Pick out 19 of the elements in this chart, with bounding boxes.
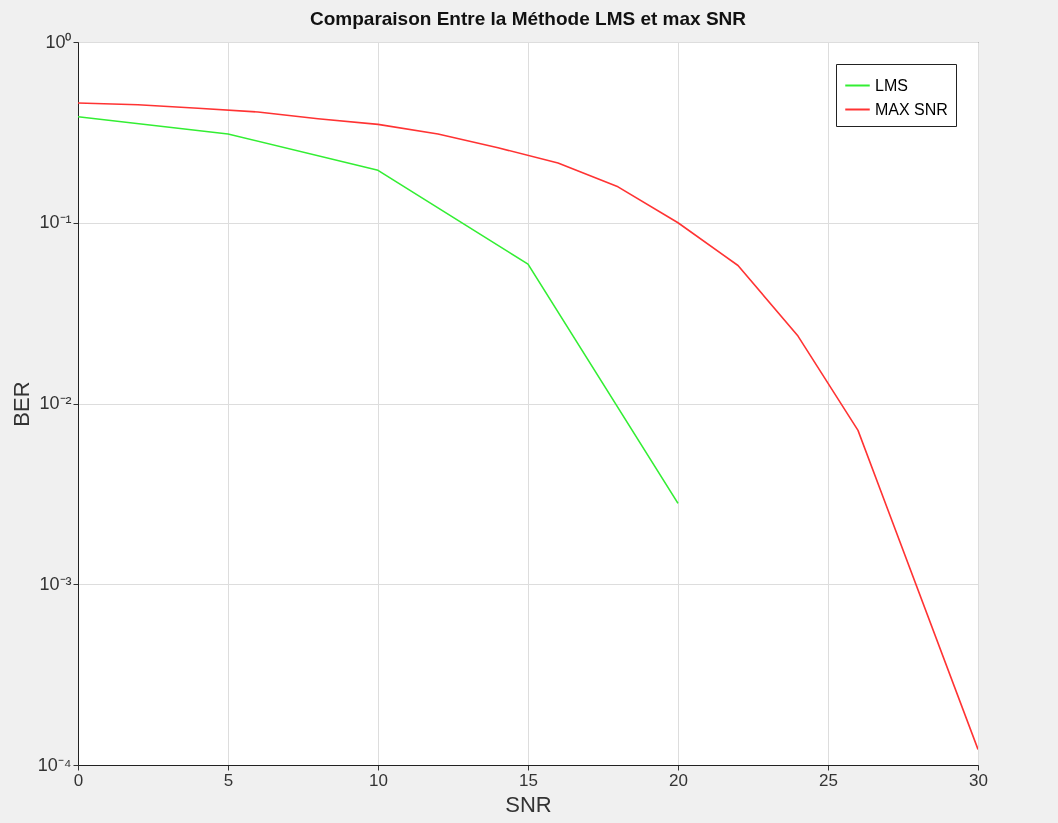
y-tick-label: 10⁻⁴ [37, 754, 72, 775]
y-tick-label: 10⁰ [45, 31, 72, 52]
chart-title: Comparaison Entre la Méthode LMS et max SNR [309, 8, 747, 29]
y-tick-label: 10⁻¹ [39, 212, 72, 233]
y-tick-label: 10⁻² [39, 393, 72, 413]
legend-label: MAX SNR [875, 100, 948, 118]
x-tick-label: 20 [669, 770, 688, 790]
x-tick-label: 5 [223, 770, 234, 790]
x-tick-label: 30 [969, 770, 988, 790]
legend-label: LMS [875, 76, 908, 94]
x-tick-label: 10 [369, 770, 388, 790]
line-series [78, 115, 679, 505]
x-tick-label: 15 [519, 770, 538, 790]
x-tick-label: 0 [73, 770, 84, 790]
x-axis-title: SNR [505, 791, 552, 817]
x-tick-label: 25 [819, 770, 838, 790]
y-axis-title: BER [8, 381, 34, 427]
y-tick-label: 10⁻³ [39, 573, 72, 594]
line-series [78, 102, 978, 751]
